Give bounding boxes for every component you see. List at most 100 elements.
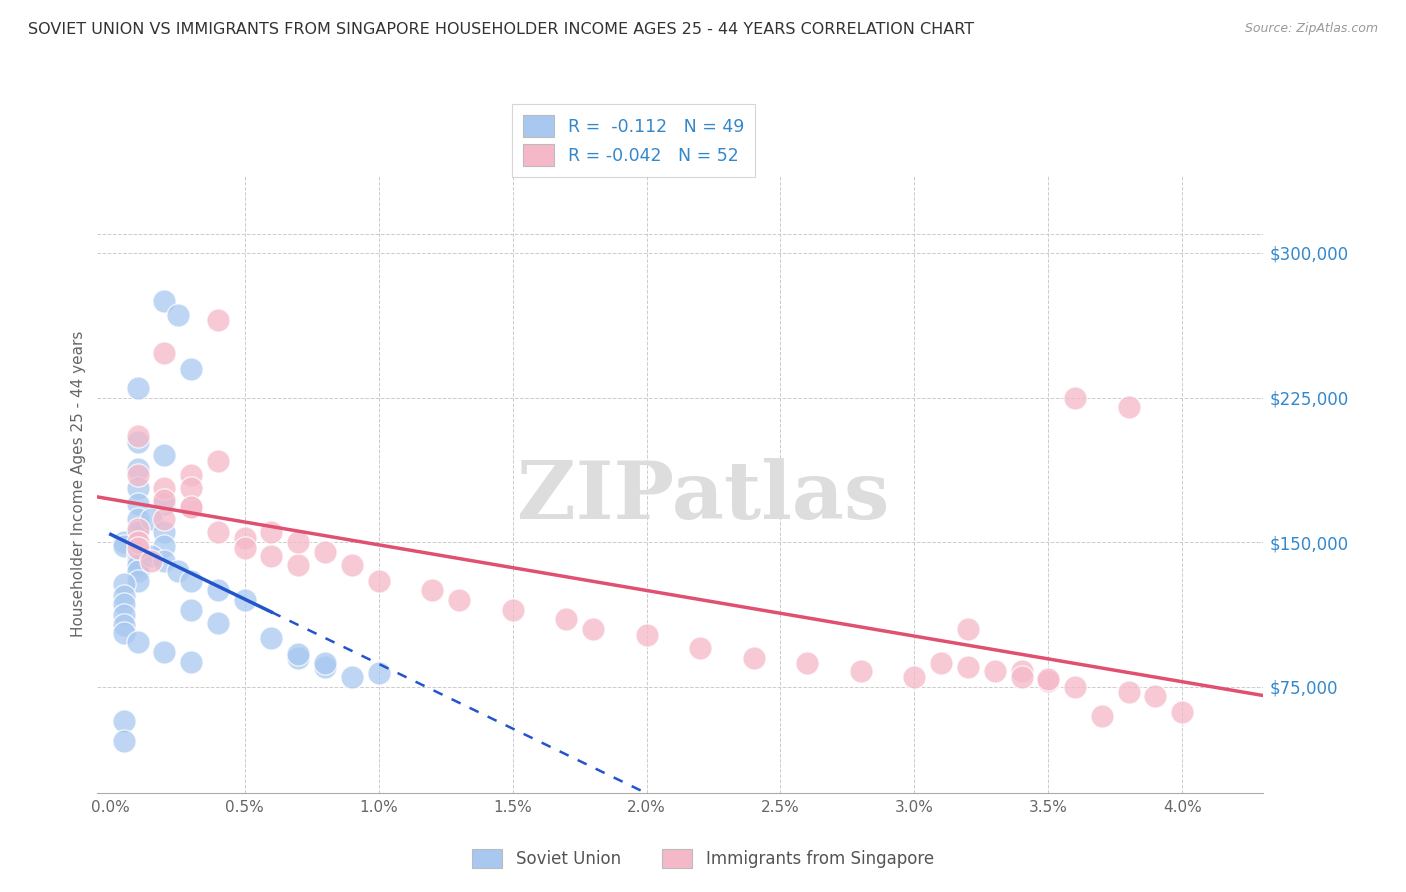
Point xyxy=(502,602,524,616)
Point xyxy=(314,660,336,674)
Point xyxy=(1144,690,1167,704)
Point xyxy=(112,625,135,640)
Point xyxy=(127,549,149,563)
Y-axis label: Householder Income Ages 25 - 44 years: Householder Income Ages 25 - 44 years xyxy=(72,331,86,638)
Point xyxy=(127,481,149,495)
Point xyxy=(127,381,149,395)
Legend: R =  -0.112   N = 49, R = -0.042   N = 52: R = -0.112 N = 49, R = -0.042 N = 52 xyxy=(512,104,755,177)
Point xyxy=(112,535,135,549)
Point xyxy=(127,554,149,568)
Point xyxy=(1038,672,1060,686)
Point xyxy=(180,655,202,669)
Point xyxy=(314,657,336,671)
Point xyxy=(287,650,309,665)
Point xyxy=(180,574,202,588)
Point xyxy=(260,632,283,646)
Point xyxy=(1038,673,1060,688)
Point xyxy=(112,733,135,747)
Point xyxy=(166,564,188,578)
Point xyxy=(180,361,202,376)
Point xyxy=(367,574,389,588)
Point xyxy=(314,545,336,559)
Point xyxy=(287,535,309,549)
Point xyxy=(207,313,229,327)
Point xyxy=(287,647,309,661)
Point xyxy=(956,660,979,674)
Point xyxy=(139,549,162,563)
Point xyxy=(180,500,202,515)
Point xyxy=(340,558,363,573)
Point xyxy=(127,574,149,588)
Point xyxy=(233,541,256,555)
Point xyxy=(1091,708,1114,723)
Point xyxy=(849,664,872,678)
Point xyxy=(153,525,176,540)
Point xyxy=(420,583,443,598)
Point xyxy=(112,597,135,611)
Point xyxy=(260,549,283,563)
Point xyxy=(153,346,176,360)
Point xyxy=(127,434,149,449)
Point xyxy=(742,650,765,665)
Point xyxy=(340,670,363,684)
Point xyxy=(127,564,149,578)
Point xyxy=(112,714,135,729)
Point xyxy=(127,429,149,443)
Point xyxy=(180,467,202,482)
Point xyxy=(166,308,188,322)
Point xyxy=(1011,670,1033,684)
Point xyxy=(127,512,149,526)
Point xyxy=(1064,680,1087,694)
Point xyxy=(153,492,176,507)
Point xyxy=(1118,685,1140,699)
Point xyxy=(153,645,176,659)
Point xyxy=(112,577,135,591)
Point xyxy=(207,454,229,468)
Point xyxy=(447,593,470,607)
Point xyxy=(127,541,149,555)
Point xyxy=(153,554,176,568)
Point xyxy=(153,294,176,309)
Point xyxy=(180,500,202,515)
Point xyxy=(127,558,149,573)
Point xyxy=(127,467,149,482)
Point xyxy=(139,554,162,568)
Point xyxy=(207,583,229,598)
Point xyxy=(153,496,176,510)
Point xyxy=(153,448,176,462)
Point xyxy=(233,593,256,607)
Point xyxy=(233,531,256,545)
Point xyxy=(112,618,135,632)
Point xyxy=(984,664,1007,678)
Point xyxy=(1118,400,1140,414)
Point xyxy=(112,589,135,603)
Point xyxy=(153,539,176,553)
Point xyxy=(903,670,925,684)
Point xyxy=(112,539,135,553)
Legend: Soviet Union, Immigrants from Singapore: Soviet Union, Immigrants from Singapore xyxy=(465,842,941,875)
Point xyxy=(287,558,309,573)
Point xyxy=(636,627,658,641)
Point xyxy=(127,525,149,540)
Point xyxy=(180,481,202,495)
Point xyxy=(1171,705,1194,719)
Point xyxy=(689,641,711,656)
Point xyxy=(112,608,135,623)
Point xyxy=(153,481,176,495)
Point xyxy=(796,657,818,671)
Point xyxy=(260,525,283,540)
Point xyxy=(153,512,176,526)
Point xyxy=(180,602,202,616)
Point xyxy=(207,615,229,630)
Point xyxy=(1011,664,1033,678)
Point xyxy=(127,635,149,649)
Point xyxy=(127,522,149,536)
Point xyxy=(555,612,578,626)
Point xyxy=(956,622,979,636)
Point xyxy=(127,535,149,549)
Point xyxy=(367,666,389,681)
Point xyxy=(207,525,229,540)
Text: SOVIET UNION VS IMMIGRANTS FROM SINGAPORE HOUSEHOLDER INCOME AGES 25 - 44 YEARS : SOVIET UNION VS IMMIGRANTS FROM SINGAPOR… xyxy=(28,22,974,37)
Point xyxy=(127,496,149,510)
Point xyxy=(127,462,149,476)
